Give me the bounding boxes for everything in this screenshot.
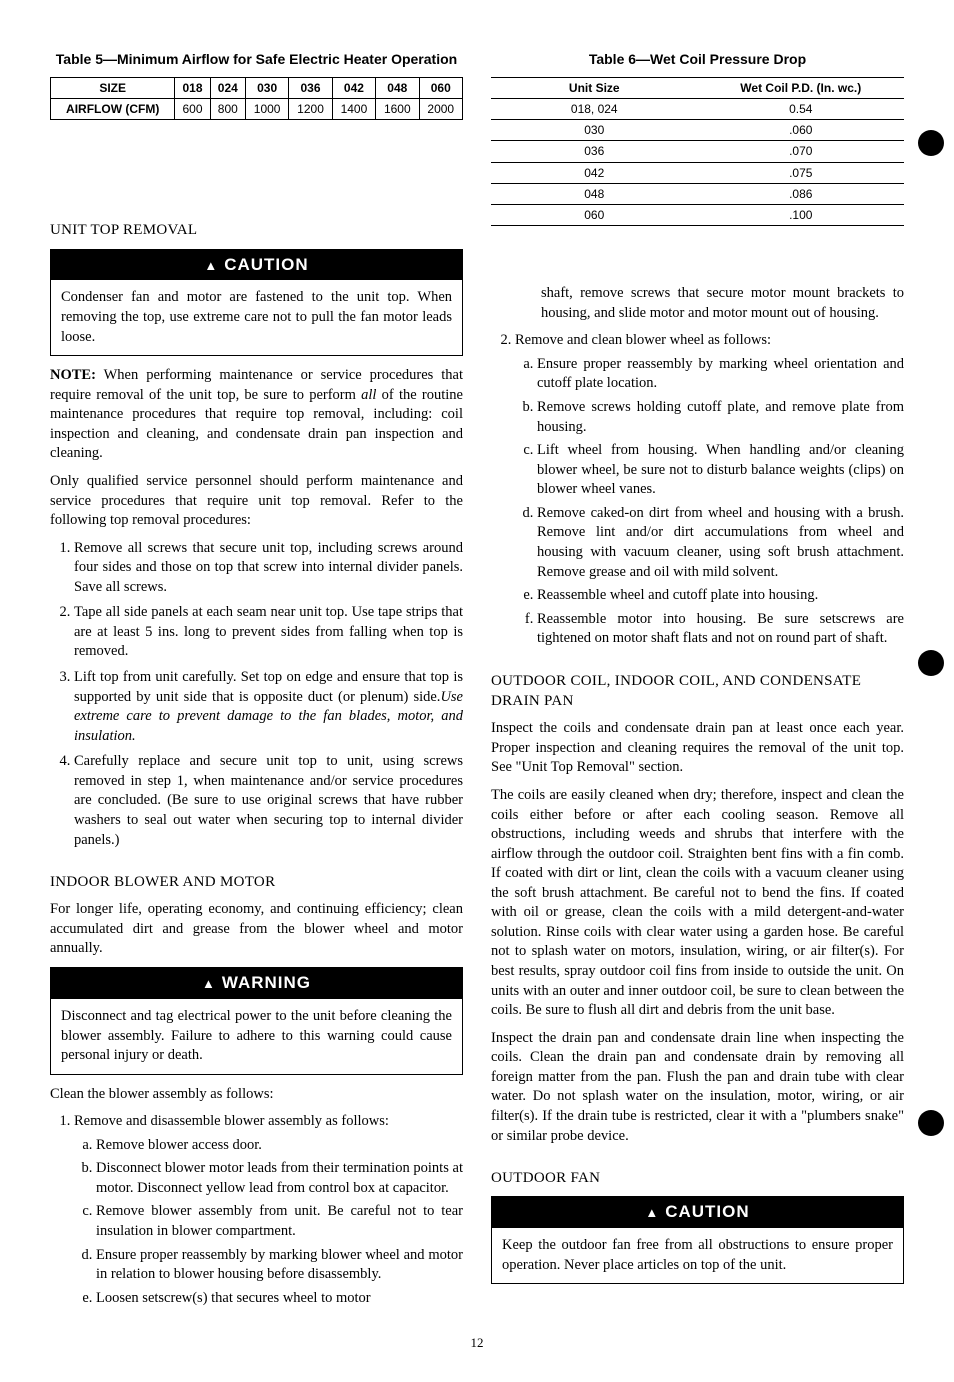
- b2d: Remove caked-on dirt from wheel and hous…: [537, 504, 904, 582]
- caution-head-2: CAUTION: [492, 1197, 903, 1228]
- right-column: Table 6—Wet Coil Pressure Drop Unit Size…: [491, 50, 904, 1314]
- note-label: NOTE:: [50, 367, 96, 383]
- left-column: Table 5—Minimum Airflow for Safe Electri…: [50, 50, 463, 1314]
- caution-label: CAUTION: [224, 255, 308, 274]
- blower-intro: For longer life, operating economy, and …: [50, 900, 463, 959]
- t6-col2: Wet Coil P.D. (In. wc.): [698, 77, 905, 98]
- qualified-para: Only qualified service personnel should …: [50, 472, 463, 531]
- t5-h2: 024: [210, 77, 245, 98]
- t5-v2: 1000: [245, 99, 288, 120]
- warning-label: WARNING: [222, 973, 311, 992]
- b2b: Remove screws holding cutoff plate, and …: [537, 398, 904, 437]
- t5-h3: 030: [245, 77, 288, 98]
- t5-v5: 1600: [376, 99, 419, 120]
- heading-outdoor-coil: OUTDOOR COIL, INDOOR COIL, AND CONDENSAT…: [491, 671, 904, 712]
- table5-title: Table 5—Minimum Airflow for Safe Electri…: [50, 50, 463, 69]
- caution-label-2: CAUTION: [665, 1202, 749, 1221]
- table6: Unit Size Wet Coil P.D. (In. wc.) 018, 0…: [491, 77, 904, 226]
- b2c: Lift wheel from housing. When handling a…: [537, 441, 904, 500]
- blower-sublist-2: Ensure proper reassembly by marking whee…: [515, 355, 904, 649]
- top3-text: Lift top from unit carefully. Set top on…: [74, 669, 463, 705]
- t5-v1: 800: [210, 99, 245, 120]
- warning-box: WARNING Disconnect and tag electrical po…: [50, 967, 463, 1075]
- heading-unit-top: UNIT TOP REMOVAL: [50, 220, 463, 240]
- note-para: NOTE: When performing maintenance or ser…: [50, 366, 463, 464]
- t5-rowlabel: AIRFLOW (CFM): [51, 99, 175, 120]
- caution-box-2: CAUTION Keep the outdoor fan free from a…: [491, 1196, 904, 1284]
- note-em: all: [361, 387, 376, 403]
- t5-h6: 048: [376, 77, 419, 98]
- t6-r3c1: .075: [698, 162, 905, 183]
- t6-r1c0: 030: [491, 120, 698, 141]
- warning-body: Disconnect and tag electrical power to t…: [51, 999, 462, 1074]
- t6-r2c0: 036: [491, 141, 698, 162]
- t5-h5: 042: [332, 77, 375, 98]
- heading-indoor-blower: INDOOR BLOWER AND MOTOR: [50, 872, 463, 892]
- warning-triangle-icon: [202, 973, 222, 992]
- t6-r3c0: 042: [491, 162, 698, 183]
- coil-para-2: The coils are easily cleaned when dry; t…: [491, 786, 904, 1021]
- warning-triangle-icon: [645, 1202, 665, 1221]
- t6-r4c1: .086: [698, 183, 905, 204]
- caution-body-1: Condenser fan and motor are fastened to …: [51, 280, 462, 355]
- blower-step-2: Remove and clean blower wheel as follows…: [515, 331, 904, 648]
- table6-title: Table 6—Wet Coil Pressure Drop: [491, 50, 904, 69]
- blower-list-2: Remove and clean blower wheel as follows…: [491, 331, 904, 648]
- t5-h1: 018: [175, 77, 210, 98]
- top-step-2: Tape all side panels at each seam near u…: [74, 603, 463, 662]
- b1c: Remove blower assembly from unit. Be car…: [96, 1202, 463, 1241]
- b1d: Ensure proper reassembly by marking blow…: [96, 1246, 463, 1285]
- t6-r0c0: 018, 024: [491, 99, 698, 120]
- b2a: Ensure proper reassembly by marking whee…: [537, 355, 904, 394]
- warning-triangle-icon: [204, 255, 224, 274]
- blower-list: Remove and disassemble blower assembly a…: [50, 1112, 463, 1308]
- t5-h7: 060: [419, 77, 463, 98]
- t5-v6: 2000: [419, 99, 463, 120]
- clean-intro: Clean the blower assembly as follows:: [50, 1085, 463, 1105]
- t5-v4: 1400: [332, 99, 375, 120]
- heading-outdoor-fan: OUTDOOR FAN: [491, 1168, 904, 1188]
- caution-head-1: CAUTION: [51, 250, 462, 281]
- top-step-1: Remove all screws that secure unit top, …: [74, 539, 463, 598]
- b1e: Loosen setscrew(s) that secures wheel to…: [96, 1289, 463, 1309]
- table5: SIZE 018 024 030 036 042 048 060 AIRFLOW…: [50, 77, 463, 120]
- t6-col1: Unit Size: [491, 77, 698, 98]
- top-step-4: Carefully replace and secure unit top to…: [74, 752, 463, 850]
- t5-h4: 036: [289, 77, 332, 98]
- b1a: Remove blower access door.: [96, 1136, 463, 1156]
- page-number: 12: [50, 1334, 904, 1352]
- t6-r1c1: .060: [698, 120, 905, 141]
- caution-body-2: Keep the outdoor fan free from all obstr…: [492, 1228, 903, 1283]
- b1e-continuation: shaft, remove screws that secure motor m…: [491, 284, 904, 323]
- t6-r5c0: 060: [491, 205, 698, 226]
- blower-step-1: Remove and disassemble blower assembly a…: [74, 1112, 463, 1308]
- coil-para-1: Inspect the coils and condensate drain p…: [491, 719, 904, 778]
- t6-r0c1: 0.54: [698, 99, 905, 120]
- t5-h0: SIZE: [51, 77, 175, 98]
- b1b: Disconnect blower motor leads from their…: [96, 1159, 463, 1198]
- t6-r5c1: .100: [698, 205, 905, 226]
- two-column-layout: Table 5—Minimum Airflow for Safe Electri…: [50, 50, 904, 1314]
- b2e: Reassemble wheel and cutoff plate into h…: [537, 586, 904, 606]
- coil-para-3: Inspect the drain pan and condensate dra…: [491, 1029, 904, 1146]
- b2-text: Remove and clean blower wheel as follows…: [515, 332, 771, 348]
- t5-v3: 1200: [289, 99, 332, 120]
- caution-box-1: CAUTION Condenser fan and motor are fast…: [50, 249, 463, 357]
- b1-text: Remove and disassemble blower assembly a…: [74, 1113, 389, 1129]
- t5-v0: 600: [175, 99, 210, 120]
- top-removal-list: Remove all screws that secure unit top, …: [50, 539, 463, 850]
- t6-r4c0: 048: [491, 183, 698, 204]
- blower-sublist-1: Remove blower access door. Disconnect bl…: [74, 1136, 463, 1309]
- b2f: Reassemble motor into housing. Be sure s…: [537, 610, 904, 649]
- t6-r2c1: .070: [698, 141, 905, 162]
- warning-head: WARNING: [51, 968, 462, 999]
- top-step-3: Lift top from unit carefully. Set top on…: [74, 668, 463, 746]
